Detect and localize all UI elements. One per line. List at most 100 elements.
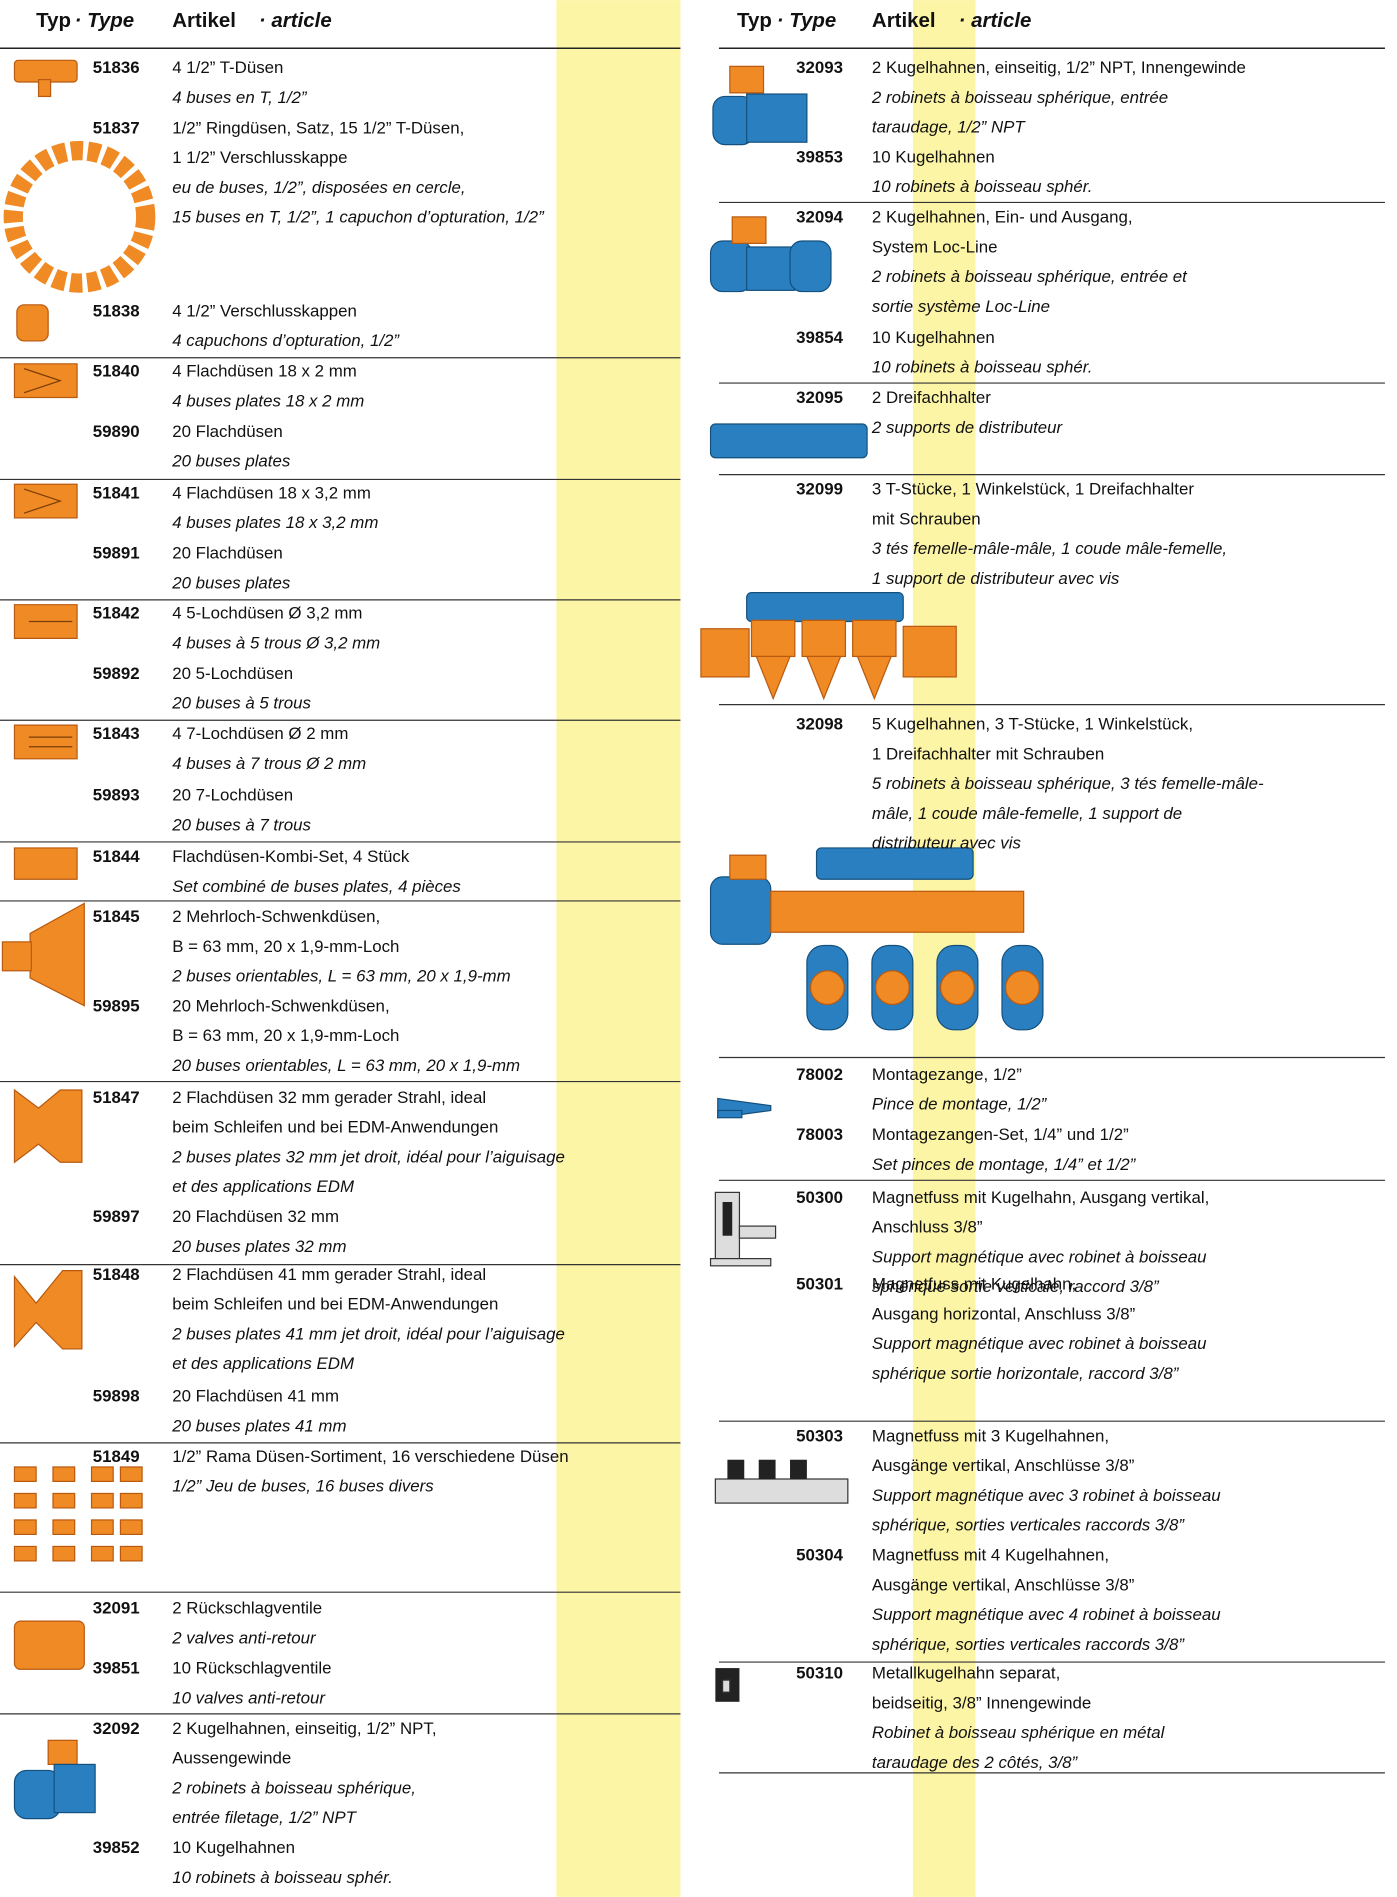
item-code: 39854 [796, 328, 844, 347]
item-text-fr: et des applications EDM [172, 1177, 355, 1196]
item-text-fr: 10 robinets à boisseau sphér. [872, 177, 1093, 196]
item-code: 50304 [796, 1546, 844, 1565]
item-code: 32092 [93, 1719, 140, 1738]
item-text-de: 1/2” Ringdüsen, Satz, 15 1/2” T-Düsen, [172, 118, 464, 137]
item-code: 51845 [93, 907, 140, 926]
item-code: 51844 [93, 847, 141, 866]
item-text-de: System Loc-Line [872, 237, 998, 256]
item-text-fr: 15 buses en T, 1/2”, 1 capuchon d’optura… [172, 208, 545, 227]
item-text-de: 1 Dreifachhalter mit Schrauben [872, 744, 1104, 763]
item-text-fr: 2 robinets à boisseau sphérique, [171, 1778, 416, 1797]
item-text-de: 10 Kugelhahnen [872, 328, 995, 347]
item-text-de: Magnetfuss mit 3 Kugelhahnen, [872, 1426, 1109, 1445]
item-text-fr: entrée filetage, 1/2” NPT [172, 1808, 357, 1827]
item-text-de: Ausgänge vertikal, Anschlüsse 3/8” [872, 1575, 1134, 1594]
item-code: 32093 [796, 58, 843, 77]
header-typ: Typ [737, 9, 772, 32]
item-text-fr: sphérique, sorties verticales raccords 3… [872, 1516, 1185, 1535]
item-text-de: 2 Flachdüsen 41 mm gerader Strahl, ideal [172, 1265, 486, 1284]
item-text-de: Anschluss 3/8” [872, 1218, 983, 1237]
item-code: 51837 [93, 118, 140, 137]
item-code: 39851 [93, 1659, 140, 1678]
item-text-fr: 2 buses plates 32 mm jet droit, idéal po… [171, 1147, 565, 1166]
header-typ: Typ [36, 9, 71, 32]
header-type: · Type [75, 9, 135, 32]
item-text-fr: 2 robinets à boisseau sphérique, entrée … [871, 267, 1188, 286]
item-text-de: Magnetfuss mit Kugelhahn, Ausgang vertik… [872, 1188, 1209, 1207]
item-text-de: 20 Flachdüsen 32 mm [172, 1207, 339, 1226]
item-text-de: mit Schrauben [872, 509, 981, 528]
item-text-fr: 5 robinets à boisseau sphérique, 3 tés f… [872, 774, 1264, 793]
item-text-fr: Set combiné de buses plates, 4 pièces [172, 877, 461, 896]
item-text-fr: distributeur avec vis [872, 834, 1022, 853]
product-images [1, 59, 1044, 1820]
item-text-fr: 2 buses plates 41 mm jet droit, idéal po… [171, 1324, 565, 1343]
item-text-fr: taraudage des 2 côtés, 3/8” [872, 1753, 1079, 1772]
item-text-fr: Support magnétique avec 4 robinet à bois… [872, 1605, 1221, 1624]
item-text-de: 2 Mehrloch-Schwenkdüsen, [172, 907, 380, 926]
item-code: 32098 [796, 715, 843, 734]
item-code: 50301 [796, 1275, 843, 1294]
item-code: 50310 [796, 1664, 843, 1683]
item-text-de: 4 1/2” Verschlusskappen [172, 301, 357, 320]
item-text-fr: Set pinces de montage, 1/4” et 1/2” [872, 1155, 1137, 1174]
item-text-de: 2 Kugelhahnen, einseitig, 1/2” NPT, [172, 1719, 436, 1738]
item-text-de: 3 T-Stücke, 1 Winkelstück, 1 Dreifachhal… [872, 480, 1194, 499]
item-text-fr: 2 supports de distributeur [871, 418, 1064, 437]
item-text-fr: 20 buses plates 32 mm [171, 1237, 346, 1256]
item-text-fr: 4 buses à 5 trous Ø 3,2 mm [172, 634, 380, 653]
item-text-fr: sortie système Loc-Line [872, 297, 1050, 316]
highlight-band [556, 0, 681, 1897]
item-text-de: Metallkugelhahn separat, [872, 1664, 1060, 1683]
item-text-de: Montagezangen-Set, 1/4” und 1/2” [872, 1125, 1129, 1144]
item-code: 51838 [93, 301, 140, 320]
item-text-de: 2 Kugelhahnen, Ein- und Ausgang, [872, 208, 1133, 227]
header-article: · article [259, 9, 332, 32]
item-text-de: 20 Flachdüsen [172, 544, 283, 563]
item-code: 32099 [796, 480, 843, 499]
item-text-de: B = 63 mm, 20 x 1,9-mm-Loch [172, 1026, 399, 1045]
item-text-fr: 4 buses plates 18 x 2 mm [172, 391, 364, 410]
item-text-de: Flachdüsen-Kombi-Set, 4 Stück [172, 847, 410, 866]
item-code: 32091 [93, 1599, 140, 1618]
header-type: · Type [777, 9, 837, 32]
item-text-de: 1/2” Rama Düsen-Sortiment, 16 verschiede… [172, 1447, 568, 1466]
item-text-de: 20 Flachdüsen [172, 422, 283, 441]
item-code: 32095 [796, 388, 843, 407]
item-code: 51847 [93, 1088, 140, 1107]
item-text-de: beim Schleifen und bei EDM-Anwendungen [172, 1118, 498, 1137]
item-text-fr: 10 valves anti-retour [172, 1688, 326, 1707]
item-code: 78002 [796, 1065, 843, 1084]
item-text-de: 4 5-Lochdüsen Ø 3,2 mm [172, 604, 362, 623]
item-code: 59895 [93, 996, 140, 1015]
item-text-fr: 3 tés femelle-mâle-mâle, 1 coude mâle-fe… [872, 539, 1227, 558]
item-text-fr: Support magnétique avec robinet à boisse… [872, 1334, 1207, 1353]
item-code: 59898 [93, 1387, 140, 1406]
item-code: 51849 [93, 1447, 140, 1466]
item-text-de: 2 Rückschlagventile [172, 1599, 322, 1618]
item-code: 51841 [93, 483, 140, 502]
item-code: 51843 [93, 724, 140, 743]
item-code: 59890 [93, 422, 140, 441]
item-text-de: 4 1/2” T-Düsen [172, 58, 283, 77]
item-text-fr: Support magnétique avec robinet à boisse… [872, 1247, 1207, 1266]
item-text-de: 10 Kugelhahnen [872, 147, 995, 166]
item-text-de: beidseitig, 3/8” Innengewinde [872, 1693, 1091, 1712]
item-text-de: 2 Kugelhahnen, einseitig, 1/2” NPT, Inne… [872, 58, 1246, 77]
item-text-fr: 1/2” Jeu de buses, 16 buses divers [172, 1477, 434, 1496]
item-text-fr: 20 buses plates [171, 573, 291, 592]
item-code: 51842 [93, 604, 140, 623]
item-text-de: 10 Kugelhahnen [172, 1838, 295, 1857]
item-text-fr: et des applications EDM [172, 1354, 355, 1373]
item-text-de: 10 Rückschlagventile [172, 1659, 331, 1678]
header-artikel: Artikel [872, 9, 936, 32]
item-text-de: Montagezange, 1/2” [872, 1065, 1022, 1084]
item-text-fr: eu de buses, 1/2”, disposées en cercle, [172, 178, 465, 197]
item-text-de: Aussengewinde [172, 1749, 291, 1768]
item-text-fr: 4 buses plates 18 x 3,2 mm [172, 513, 378, 532]
item-text-fr: 2 valves anti-retour [171, 1628, 317, 1647]
item-code: 39852 [93, 1838, 140, 1857]
item-code: 78003 [796, 1125, 843, 1144]
item-code: 51836 [93, 58, 140, 77]
